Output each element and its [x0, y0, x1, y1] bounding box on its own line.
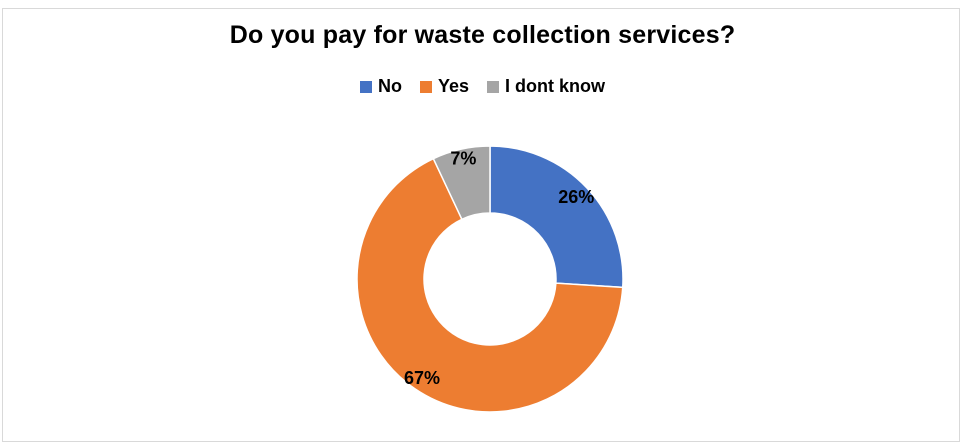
chart-title: Do you pay for waste collection services…: [229, 21, 736, 49]
data-label-yes: 67%: [404, 368, 440, 388]
legend-item-yes: Yes: [419, 76, 470, 97]
donut-slice-i-dont-know: [432, 145, 491, 221]
legend-label-no: No: [377, 76, 402, 96]
legend-swatch-yes: [419, 80, 432, 93]
legend-item-i-dont-know: I dont know: [487, 76, 605, 97]
legend-label-yes: Yes: [437, 76, 470, 96]
donut-slice-yes: [356, 157, 624, 413]
donut-slice-no: [489, 145, 624, 289]
legend-item-no: No: [359, 76, 402, 97]
legend-swatch-no: [359, 80, 372, 93]
data-label-no: 26%: [558, 187, 594, 207]
legend-swatch-i-dont-know: [487, 80, 500, 93]
legend-label-i-dont-know: I dont know: [505, 76, 606, 96]
data-label-i-dont-know: 7%: [450, 148, 476, 168]
chart-legend: No Yes I dont know: [0, 76, 965, 97]
